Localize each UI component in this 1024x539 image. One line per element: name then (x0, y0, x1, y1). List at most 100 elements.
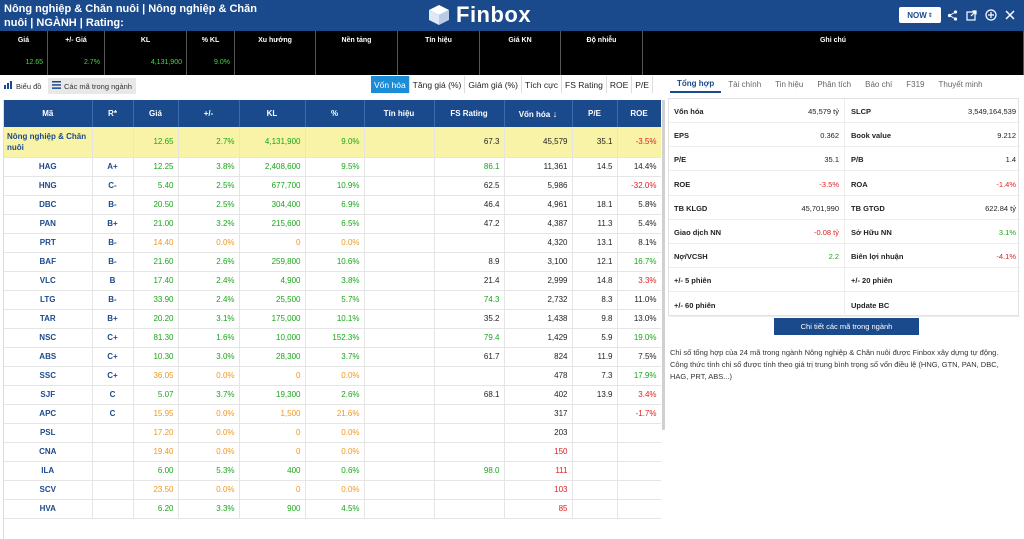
cell-code[interactable]: HAG (4, 157, 93, 177)
table-row[interactable]: APC C 15.95 0.0% 1,500 21.6% 317 -1.7% (4, 404, 661, 424)
cell-roe: 19.0% (617, 328, 661, 348)
cell-price: 20.20 (133, 309, 179, 329)
table-row[interactable]: ABS C+ 10.30 3.0% 28,300 3.7% 61.7 824 11.9 7.5% (4, 347, 661, 367)
table-row[interactable]: BAF B- 21.60 2.6% 259,800 10.6% 8.9 3,100 12.1 16… (4, 252, 661, 272)
right-tab-6[interactable]: Thuyết minh (938, 80, 983, 89)
cell-vol: 259,800 (239, 252, 306, 272)
cell-code[interactable]: PAN (4, 214, 93, 234)
cell-code[interactable]: NSC (4, 328, 93, 348)
summary-stats: Vốn hóa 45,579 tỷ SLCP 3,549,164,539 EPS 0.36… (668, 98, 1020, 317)
right-tab-3[interactable]: Phân tích (817, 80, 852, 89)
table-row[interactable]: CNA 19.40 0.0% 0 0.0% 150 (4, 442, 661, 462)
table-row[interactable]: VLC B 17.40 2.4% 4,900 3.8% 21.4 2,999 14.8 3.3% (4, 271, 661, 291)
cell-code[interactable]: APC (4, 404, 93, 424)
table-row[interactable]: HVA 6.20 3.3% 900 4.5% 85 (4, 499, 661, 519)
quote-header: % KL (201, 37, 220, 44)
right-tab-1[interactable]: Tài chính (728, 80, 762, 89)
tab-industry-codes[interactable]: Các mã trong ngành (48, 78, 136, 94)
external-link-icon[interactable] (965, 7, 978, 23)
cell-code[interactable]: SCV (4, 480, 93, 500)
cell-code[interactable]: SJF (4, 385, 93, 405)
sort-tab-2[interactable]: Giảm giá (%) (465, 76, 522, 93)
industry-summary-row[interactable]: Nông nghiệp & Chăn nuôi 12.65 2.7% 4,131,90… (4, 127, 661, 158)
stat-value: 3,549,164,539 (968, 107, 1016, 116)
share-icon[interactable] (946, 7, 959, 23)
column-header[interactable]: +/- (178, 100, 240, 127)
column-header[interactable]: P/E (572, 100, 618, 127)
table-row[interactable]: LTG B- 33.90 2.4% 25,500 5.7% 74.3 2,732 8.3 11.0… (4, 290, 661, 310)
column-header[interactable]: Tín hiệu (364, 100, 435, 127)
cell-change: 3.2% (178, 214, 240, 234)
table-scrollbar[interactable] (662, 100, 665, 430)
cell-cap: 478 (504, 366, 573, 386)
cell-cap: 11,361 (504, 157, 573, 177)
sort-tab-0[interactable]: Vốn hóa (371, 76, 410, 93)
sort-tab-6[interactable]: P/E (632, 76, 653, 93)
cube-icon (429, 5, 449, 25)
sort-tab-3[interactable]: Tích cực (522, 76, 563, 93)
cell-change: 2.4% (178, 271, 240, 291)
table-row[interactable]: TAR B+ 20.20 3.1% 175,000 10.1% 35.2 1,438 9.8 13… (4, 309, 661, 329)
table-row[interactable]: HAG A+ 12.25 3.8% 2,408,600 9.5% 86.1 11,361 14.… (4, 157, 661, 177)
cell-code[interactable]: BAF (4, 252, 93, 272)
cell-change: 0.0% (178, 423, 240, 443)
cell-code[interactable]: ILA (4, 461, 93, 481)
sort-tab-5[interactable]: ROE (607, 76, 633, 93)
cell-code[interactable]: HNG (4, 176, 93, 196)
cell-price: 23.50 (133, 480, 179, 500)
stat-value: 45,701,990 (801, 203, 839, 213)
column-header[interactable]: ROE (617, 100, 661, 127)
plus-circle-icon[interactable] (984, 7, 997, 23)
cell-code[interactable]: TAR (4, 309, 93, 329)
now-dropdown[interactable]: NOW ⇕ (899, 7, 941, 23)
cell-code[interactable]: VLC (4, 271, 93, 291)
sort-tab-4[interactable]: FS Rating (562, 76, 607, 93)
column-header[interactable]: KL (239, 100, 306, 127)
table-row[interactable]: ILA 6.00 5.3% 400 0.6% 98.0 111 (4, 461, 661, 481)
column-header[interactable]: % (305, 100, 365, 127)
tab-chart[interactable]: Biểu đồ (4, 78, 41, 94)
cell-pe: 13.1 (572, 233, 618, 253)
cell-r: C (92, 385, 134, 405)
table-row[interactable]: PAN B+ 21.00 3.2% 215,600 6.5% 47.2 4,387 11.3 5.… (4, 214, 661, 234)
sort-tab-1[interactable]: Tăng giá (%) (410, 76, 466, 93)
cell-code[interactable]: DBC (4, 195, 93, 215)
column-header[interactable]: Giá (133, 100, 179, 127)
right-tab-4[interactable]: Báo chí (865, 80, 893, 89)
right-tab-0[interactable]: Tổng hợp (670, 76, 722, 93)
cell-signal (364, 271, 435, 291)
table-row[interactable]: PRT B- 14.40 0.0% 0 0.0% 4,320 13.1 8.1% (4, 233, 661, 253)
cell-r: C- (92, 176, 134, 196)
table-row[interactable]: NSC C+ 81.30 1.6% 10,000 152.3% 79.4 1,429 5.9 19… (4, 328, 661, 348)
right-tab-2[interactable]: Tin hiệu (775, 80, 804, 89)
table-row[interactable]: HNG C- 5.40 2.5% 677,700 10.9% 62.5 5,986 -32.0% (4, 176, 661, 196)
cell-code[interactable]: HVA (4, 499, 93, 519)
industry-detail-button[interactable]: Chi tiết các mã trong ngành (774, 318, 919, 335)
cell-code[interactable]: PRT (4, 233, 93, 253)
sort-desc-icon: ↓ (550, 108, 558, 119)
table-row[interactable]: DBC B- 20.50 2.5% 304,400 6.9% 46.4 4,961 18.1 5.… (4, 195, 661, 215)
cell-vol: 2,408,600 (239, 157, 306, 177)
cell-code[interactable]: PSL (4, 423, 93, 443)
cell-vol: 4,900 (239, 271, 306, 291)
cell-code[interactable]: CNA (4, 442, 93, 462)
cell-signal (364, 423, 435, 443)
cell-r: C+ (92, 328, 134, 348)
table-row[interactable]: PSL 17.20 0.0% 0 0.0% 203 (4, 423, 661, 443)
column-header[interactable]: Mã (4, 100, 93, 127)
cell-fs: 62.5 (434, 176, 505, 196)
table-row[interactable]: SJF C 5.07 3.7% 19,300 2.6% 68.1 402 13.9 3.4% (4, 385, 661, 405)
cell-code[interactable]: ABS (4, 347, 93, 367)
column-header[interactable]: Vốn hóa ↓ (504, 100, 573, 127)
cell-code[interactable]: LTG (4, 290, 93, 310)
cell-roe (617, 442, 661, 462)
column-header[interactable]: FS Rating (434, 100, 505, 127)
column-header[interactable]: R* (92, 100, 134, 127)
table-row[interactable]: SSC C+ 36.05 0.0% 0 0.0% 478 7.3 17.9% (4, 366, 661, 386)
cell-price: 36.05 (133, 366, 179, 386)
close-icon[interactable] (1003, 7, 1016, 23)
right-tab-5[interactable]: F319 (906, 80, 925, 89)
stat-value: -1.4% (996, 179, 1016, 189)
table-row[interactable]: SCV 23.50 0.0% 0 0.0% 103 (4, 480, 661, 500)
cell-code[interactable]: SSC (4, 366, 93, 386)
